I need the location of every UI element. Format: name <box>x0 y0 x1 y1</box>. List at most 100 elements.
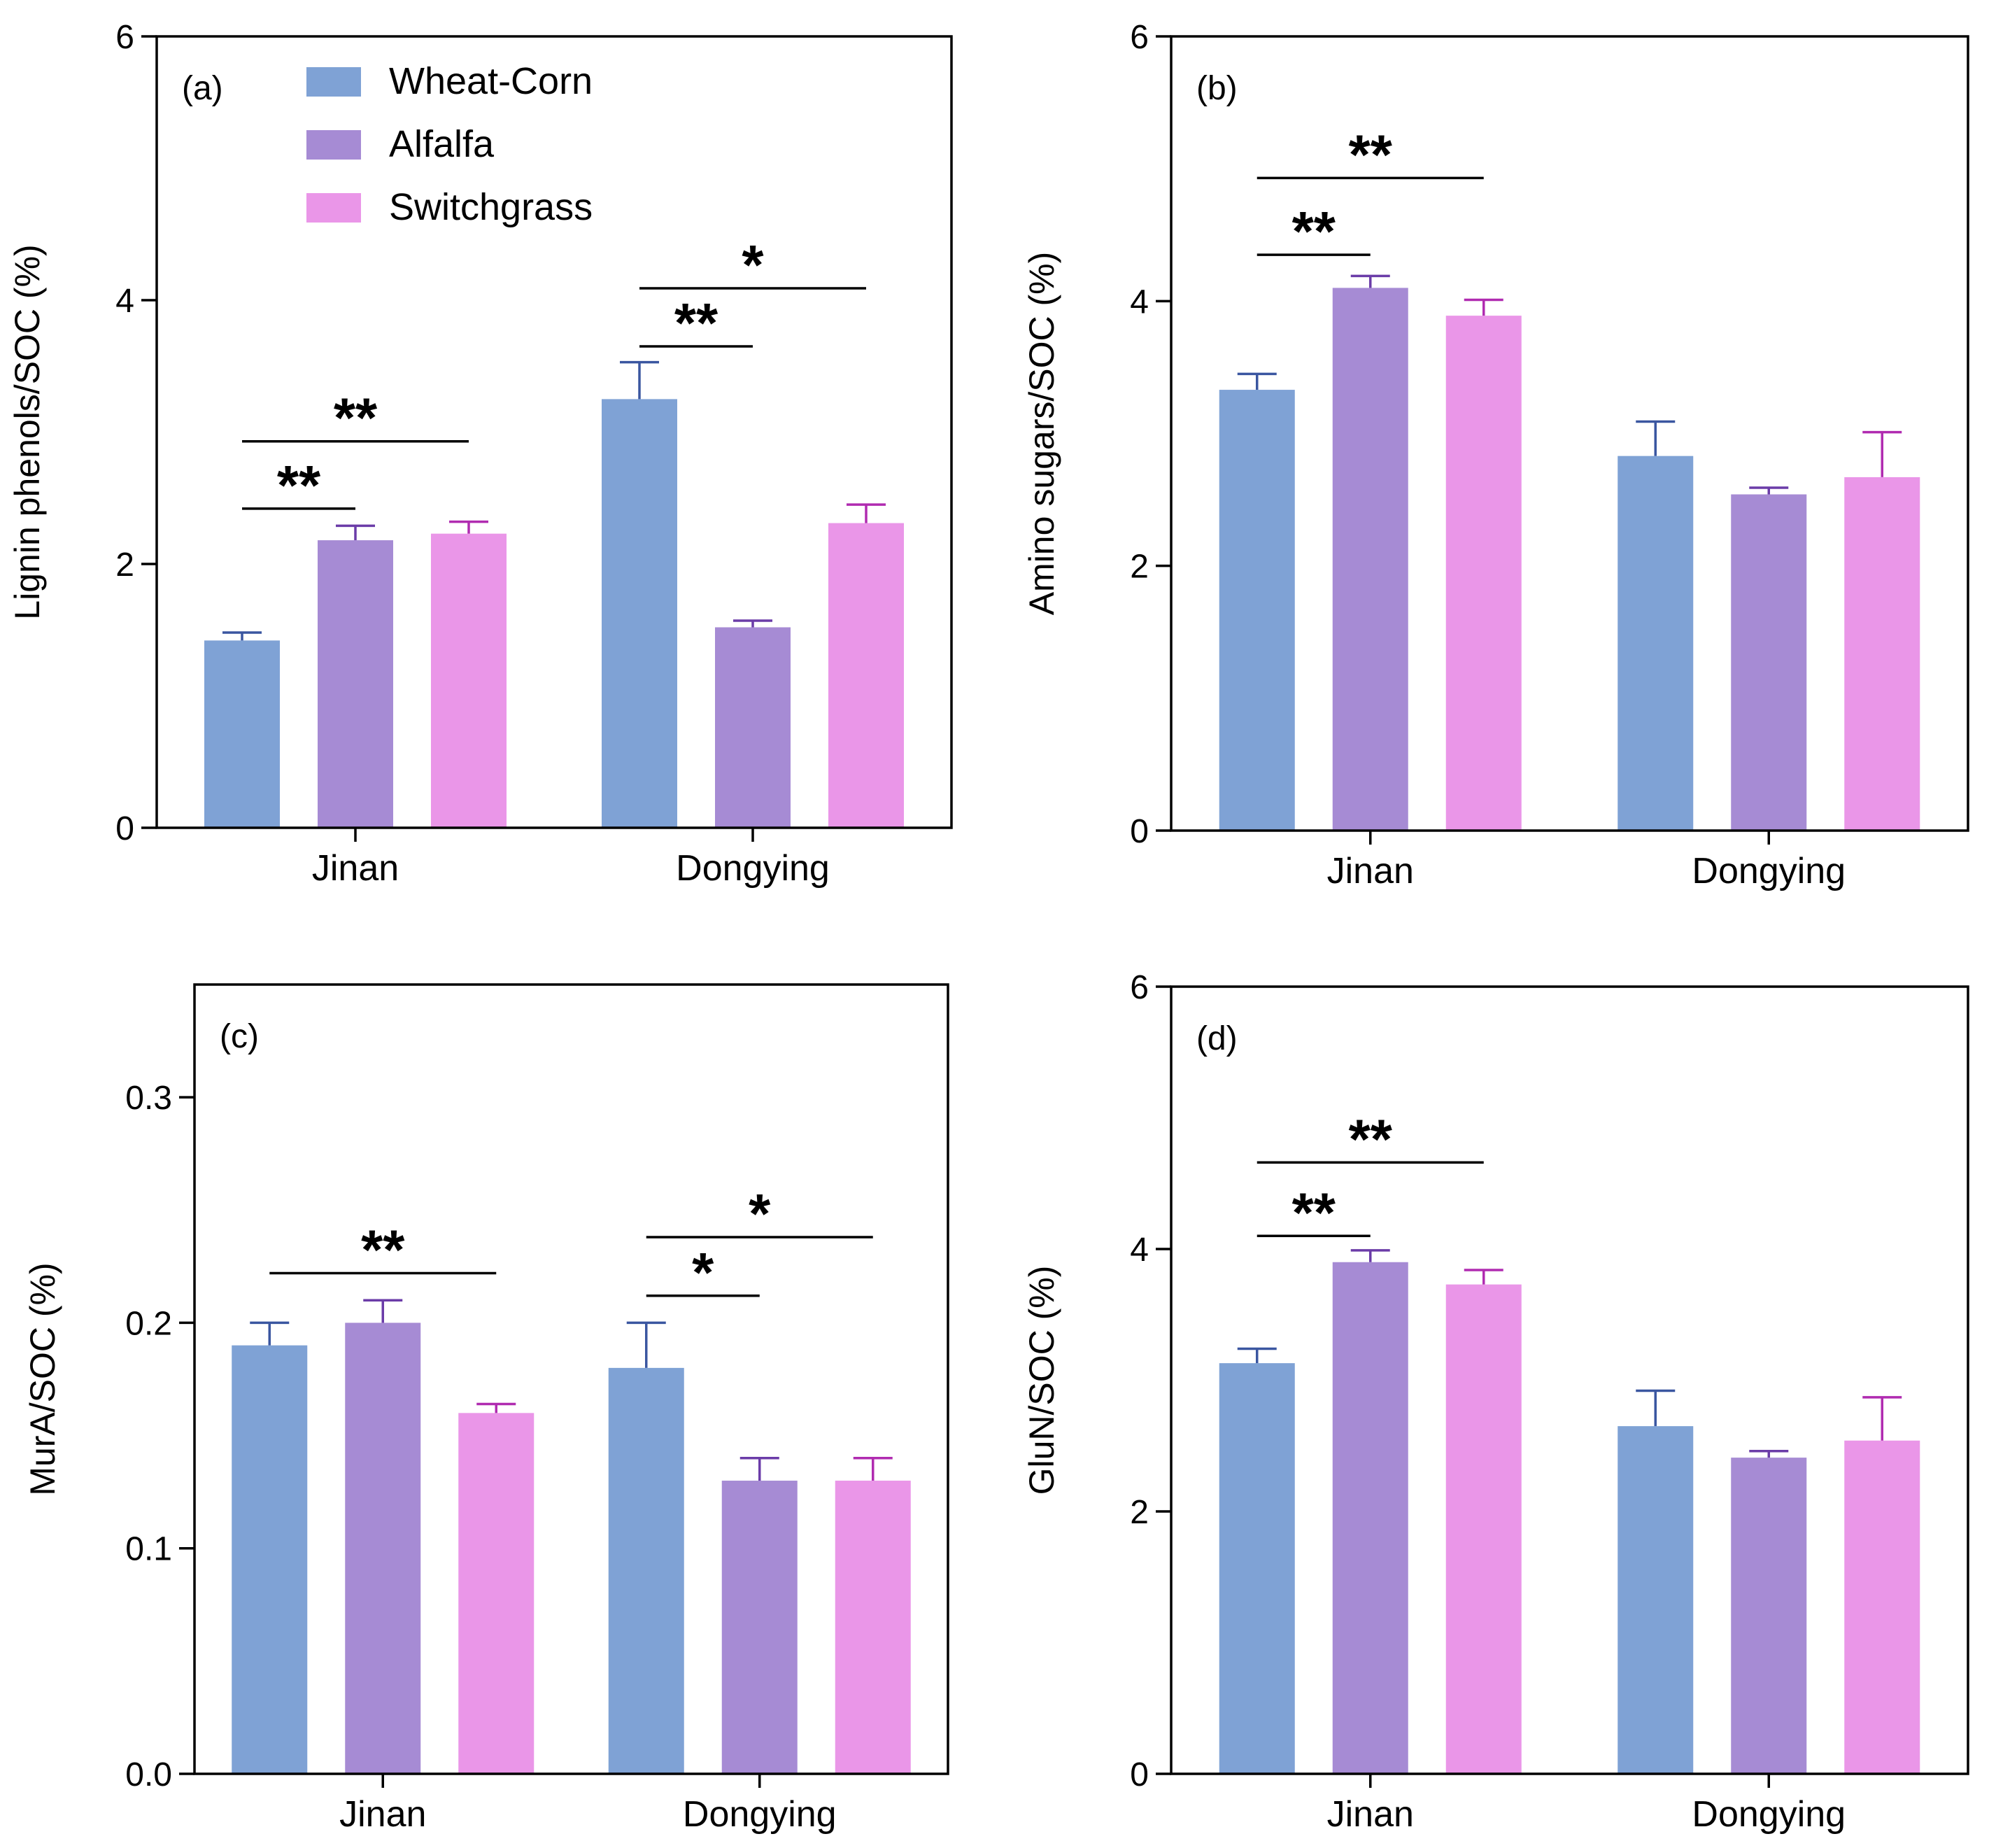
panel-label: (d) <box>1196 1020 1238 1057</box>
bar-wheat-corn-dongying <box>1618 1426 1694 1774</box>
error-bar <box>1237 372 1277 390</box>
y-tick-label: 0.2 <box>125 1305 172 1342</box>
y-tick-label: 6 <box>1130 19 1149 56</box>
bar-switchgrass-jinan <box>431 533 507 828</box>
panel-label: (a) <box>182 70 223 107</box>
error-bar <box>222 631 262 641</box>
y-tick-label: 4 <box>1130 283 1149 320</box>
bar-switchgrass-dongying <box>828 523 904 828</box>
panels: 0 2 4 6 Jinan Dongying Lignin phenols/SOC (%) (… <box>8 19 1969 1835</box>
x-tick-label: Dongying <box>683 1794 837 1835</box>
bar-alfalfa-jinan <box>1332 288 1408 831</box>
y-tick-label: 4 <box>115 283 134 320</box>
plot-frame <box>1170 985 1969 1775</box>
y-axis-title: MurA/SOC (%) <box>23 1262 62 1495</box>
legend-entry-wheat-corn: Wheat-Corn <box>306 60 593 102</box>
bar-wheat-corn-dongying <box>608 1367 684 1774</box>
x-tick-label: Dongying <box>1692 1794 1846 1835</box>
bar-switchgrass-dongying <box>1844 1440 1920 1774</box>
error-bar <box>847 503 886 523</box>
y-tick-label: 2 <box>1130 549 1149 586</box>
legend-entry-alfalfa: Alfalfa <box>306 123 495 165</box>
significance-label: ** <box>277 454 321 516</box>
error-bar <box>1862 430 1902 477</box>
bar-alfalfa-jinan <box>1332 1262 1408 1774</box>
significance-label: ** <box>1349 123 1393 185</box>
bar-switchgrass-jinan <box>1445 316 1522 831</box>
bar-alfalfa-dongying <box>1731 494 1807 831</box>
panel-label: (b) <box>1196 70 1238 107</box>
error-bar <box>1464 1269 1503 1285</box>
x-tick-label: Jinan <box>1327 851 1414 891</box>
bar-switchgrass-jinan <box>1445 1284 1522 1774</box>
x-tick-label: Dongying <box>676 848 830 889</box>
bar-wheat-corn-jinan <box>1219 1363 1295 1774</box>
x-tick-label: Jinan <box>312 848 399 889</box>
bar-alfalfa-dongying <box>1731 1458 1807 1774</box>
error-bar <box>250 1321 290 1346</box>
bar-switchgrass-jinan <box>458 1413 535 1774</box>
error-bar <box>1350 1249 1390 1262</box>
error-bar <box>1749 486 1789 495</box>
y-axis-title: Amino sugars/SOC (%) <box>1022 252 1061 616</box>
chart-panel-d: 0 2 4 6 Jinan Dongying GluN/SOC (%) (d) **** <box>1022 969 1969 1835</box>
legend-entry-switchgrass: Switchgrass <box>306 186 593 228</box>
bar-wheat-corn-dongying <box>1618 456 1694 831</box>
error-bar <box>733 619 772 628</box>
y-tick-label: 6 <box>115 19 134 56</box>
x-tick-label: Dongying <box>1692 851 1846 891</box>
error-bar <box>853 1457 893 1481</box>
y-tick-label: 2 <box>1130 1494 1149 1531</box>
chart-panel-c: 0.0 0.1 0.2 0.3 Jinan Dongying MurA/SOC (%) (c)… <box>23 983 949 1835</box>
significance-label: ** <box>674 292 719 354</box>
error-bar <box>1350 274 1390 288</box>
significance-label: ** <box>1292 1181 1336 1243</box>
x-tick-label: Jinan <box>339 1794 426 1835</box>
bar-alfalfa-jinan <box>318 540 393 828</box>
y-tick-label: 4 <box>1130 1232 1149 1269</box>
y-tick-label: 0.1 <box>125 1531 172 1568</box>
legend-swatch <box>306 193 361 223</box>
y-tick-label: 6 <box>1130 969 1149 1006</box>
bar-alfalfa-jinan <box>345 1322 421 1774</box>
bar-wheat-corn-jinan <box>232 1345 308 1774</box>
significance-label: ** <box>361 1219 405 1281</box>
y-tick-label: 0.0 <box>125 1756 172 1793</box>
error-bar <box>336 524 375 541</box>
error-bar <box>1862 1396 1902 1441</box>
significance-label: ** <box>1349 1108 1393 1170</box>
plot-frame <box>1170 35 1969 832</box>
legend-swatch <box>306 67 361 97</box>
error-bar <box>476 1402 516 1413</box>
bar-wheat-corn-jinan <box>204 640 280 828</box>
plot-frame <box>193 983 949 1775</box>
bar-alfalfa-dongying <box>715 627 791 828</box>
error-bar <box>363 1299 403 1323</box>
y-axis-title: Lignin phenols/SOC (%) <box>8 244 47 619</box>
legend-swatch <box>306 130 361 160</box>
bar-wheat-corn-jinan <box>1219 390 1295 831</box>
x-tick-label: Jinan <box>1327 1794 1414 1835</box>
plot-frame <box>155 35 953 829</box>
error-bar <box>1464 298 1503 316</box>
bar-alfalfa-dongying <box>721 1481 798 1774</box>
bar-switchgrass-dongying <box>1844 477 1920 831</box>
error-bar <box>1749 1450 1789 1458</box>
significance-label: * <box>749 1183 771 1245</box>
chart-panel-a: 0 2 4 6 Jinan Dongying Lignin phenols/SOC (%) (… <box>8 19 953 889</box>
y-tick-label: 0 <box>1130 813 1149 850</box>
significance-label: * <box>742 234 764 296</box>
error-bar <box>1237 1347 1277 1364</box>
legend-label: Alfalfa <box>389 123 495 165</box>
y-tick-label: 0.3 <box>125 1080 172 1117</box>
error-bar <box>1636 420 1676 456</box>
error-bar <box>626 1321 666 1368</box>
y-tick-label: 0 <box>115 810 134 847</box>
panel-label: (c) <box>220 1018 259 1055</box>
legend-label: Switchgrass <box>389 186 593 228</box>
significance-label: ** <box>1292 200 1336 262</box>
error-bar <box>620 360 659 400</box>
y-tick-label: 2 <box>115 546 134 584</box>
legend: Wheat-Corn Alfalfa Switchgrass <box>306 60 593 228</box>
